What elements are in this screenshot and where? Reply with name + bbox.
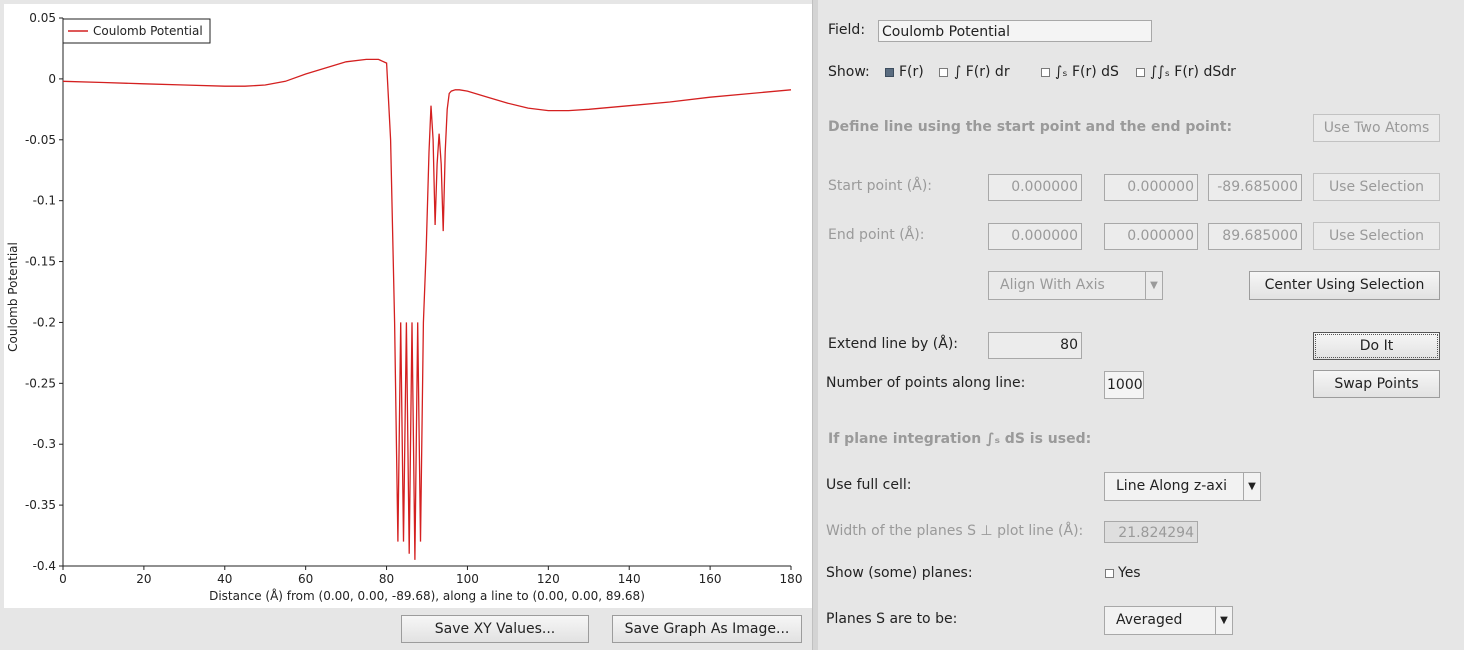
- number-of-points-input[interactable]: 1000: [1104, 371, 1144, 399]
- show-integral-ds-label: ∫ₛ F(r) dS: [1055, 64, 1119, 80]
- align-axis-dropdown[interactable]: Align With Axis ▼: [988, 271, 1163, 300]
- y-tick-label: -0.25: [25, 376, 56, 390]
- plot-area: 0 20 40 60 80 100 120 140 160 180 0.05 0 -0.05 -0.1 -0…: [4, 4, 812, 608]
- show-integral-ds-checkbox[interactable]: [1041, 68, 1050, 77]
- y-tick-label: 0: [48, 72, 56, 86]
- align-axis-value: Align With Axis: [1000, 277, 1105, 293]
- end-y-input[interactable]: 0.000000: [1104, 223, 1198, 250]
- show-integral-dr-checkbox[interactable]: [939, 68, 948, 77]
- x-tick-label: 60: [298, 572, 313, 586]
- plane-width-label: Width of the planes S ⊥ plot line (Å):: [826, 523, 1084, 539]
- chart-legend: Coulomb Potential: [62, 18, 211, 44]
- plot-pane: 0 20 40 60 80 100 120 140 160 180 0.05 0 -0.05 -0.1 -0…: [4, 4, 812, 643]
- use-two-atoms-button[interactable]: Use Two Atoms: [1313, 114, 1440, 142]
- y-axis-label: Coulomb Potential: [6, 242, 20, 352]
- y-tick-label: -0.35: [25, 498, 56, 512]
- show-planes-label: Show (some) planes:: [826, 565, 973, 581]
- number-of-points-label: Number of points along line:: [826, 375, 1026, 391]
- extend-line-label: Extend line by (Å):: [828, 336, 958, 352]
- show-integral-dr-label: ∫ F(r) dr: [954, 64, 1010, 80]
- start-z-input[interactable]: -89.685000: [1208, 174, 1302, 201]
- show-fr-label: F(r): [899, 64, 924, 80]
- save-xy-values-button[interactable]: Save XY Values...: [401, 615, 589, 643]
- y-tick-label: -0.15: [25, 255, 56, 269]
- show-planes-yes-label: Yes: [1118, 565, 1141, 581]
- show-integral-dsdr-label: ∫∫ₛ F(r) dSdr: [1150, 64, 1236, 80]
- planes-mode-value: Averaged: [1116, 612, 1183, 628]
- swap-points-button[interactable]: Swap Points: [1313, 370, 1440, 398]
- x-tick-label: 20: [136, 572, 151, 586]
- use-full-cell-label: Use full cell:: [826, 477, 912, 493]
- center-using-selection-button[interactable]: Center Using Selection: [1249, 271, 1440, 300]
- start-y-input[interactable]: 0.000000: [1104, 174, 1198, 201]
- y-tick-label: 0.05: [29, 11, 56, 25]
- end-z-input[interactable]: 89.685000: [1208, 223, 1302, 250]
- x-tick-label: 180: [780, 572, 803, 586]
- end-point-label: End point (Å):: [828, 227, 925, 243]
- y-tick-label: -0.2: [33, 315, 56, 329]
- plane-integration-heading: If plane integration ∫ₛ dS is used:: [828, 431, 1092, 447]
- x-axis-label: Distance (Å) from (0.00, 0.00, -89.68), …: [209, 588, 645, 603]
- show-planes-checkbox[interactable]: [1105, 569, 1114, 578]
- planes-mode-label: Planes S are to be:: [826, 611, 958, 627]
- y-tick-label: -0.4: [33, 559, 56, 573]
- start-x-input[interactable]: 0.000000: [988, 174, 1082, 201]
- legend-label: Coulomb Potential: [93, 24, 203, 38]
- settings-panel: Field: Coulomb Potential Show: F(r) ∫ F(…: [818, 0, 1464, 650]
- do-it-button[interactable]: Do It: [1313, 332, 1440, 360]
- line-chart: 0 20 40 60 80 100 120 140 160 180 0.05 0 -0.05 -0.1 -0…: [6, 11, 803, 603]
- start-use-selection-button[interactable]: Use Selection: [1313, 173, 1440, 201]
- field-label: Field:: [828, 22, 866, 38]
- y-tick-label: -0.3: [33, 437, 56, 451]
- plane-width-input[interactable]: 21.824294: [1104, 521, 1198, 543]
- x-tick-label: 80: [379, 572, 394, 586]
- x-tick-label: 0: [59, 572, 67, 586]
- x-tick-label: 100: [456, 572, 479, 586]
- x-tick-label: 160: [699, 572, 722, 586]
- series-line-coulomb-potential: [62, 58, 792, 560]
- field-input[interactable]: Coulomb Potential: [878, 20, 1152, 42]
- chevron-down-icon: ▼: [1145, 272, 1162, 299]
- y-tick-label: -0.1: [33, 194, 56, 208]
- end-use-selection-button[interactable]: Use Selection: [1313, 222, 1440, 250]
- x-tick-label: 40: [217, 572, 232, 586]
- x-tick-label: 140: [618, 572, 641, 586]
- chevron-down-icon: ▼: [1215, 607, 1232, 634]
- save-graph-image-button[interactable]: Save Graph As Image...: [612, 615, 802, 643]
- show-integral-dsdr-checkbox[interactable]: [1136, 68, 1145, 77]
- full-cell-value: Line Along z-axi: [1116, 478, 1228, 494]
- extend-line-input[interactable]: 80: [988, 332, 1082, 359]
- chevron-down-icon: ▼: [1243, 473, 1260, 500]
- show-label: Show:: [828, 64, 870, 80]
- start-point-label: Start point (Å):: [828, 178, 933, 194]
- define-line-heading: Define line using the start point and th…: [828, 119, 1233, 135]
- x-tick-label: 120: [537, 572, 560, 586]
- planes-mode-dropdown[interactable]: Averaged ▼: [1104, 606, 1233, 635]
- show-fr-checkbox[interactable]: [885, 68, 894, 77]
- full-cell-dropdown[interactable]: Line Along z-axi ▼: [1104, 472, 1261, 501]
- y-tick-label: -0.05: [25, 133, 56, 147]
- end-x-input[interactable]: 0.000000: [988, 223, 1082, 250]
